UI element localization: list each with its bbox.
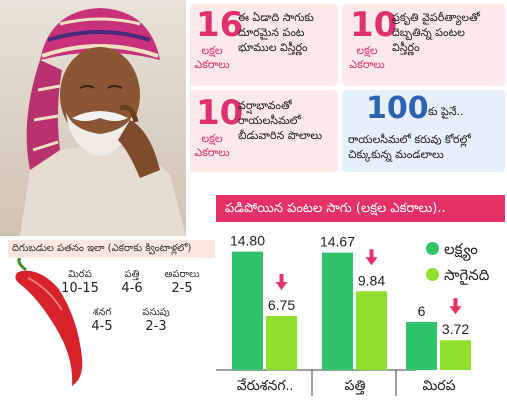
bar	[440, 340, 471, 370]
yield-item: శనగ 4-5	[82, 306, 122, 335]
unit-line: ఎకరాలు	[349, 58, 385, 71]
x-tick-label: వేరుశనగ..	[237, 377, 294, 393]
desc-line: ఈ ఏడాది సాగుకు	[238, 11, 314, 24]
down-arrow-icon	[365, 249, 378, 266]
stat-unit: లక్షల ఎకరాలు	[344, 44, 390, 72]
stat-unit: లక్షల ఎకరాలు	[192, 44, 232, 72]
legend-item-target: లక్ష్యం	[426, 240, 478, 258]
stat-number: 10	[196, 93, 244, 133]
crop-yield: 2-3	[145, 319, 167, 334]
legend-label: లక్ష్యం	[444, 240, 478, 258]
stat-card-damaged-crops: 10 లక్షల ఎకరాలు ప్రకృతి వైపరీత్యాలతో దెబ…	[342, 4, 505, 86]
crop-name: మిరప	[68, 269, 92, 280]
unit-line: లక్షల	[201, 132, 223, 145]
data-label: 6	[418, 303, 426, 319]
data-label: 6.75	[268, 297, 295, 313]
desc-line: వర్షాభావంతో	[238, 99, 292, 112]
crop-name: పత్తి	[124, 269, 140, 280]
desc-line: బీడువారిన పొలాలు	[238, 129, 323, 142]
stat-card-fallow-land: 16 లక్షల ఎకరాలు ఈ ఏడాది సాగుకు దూరమైన పం…	[190, 4, 338, 86]
yield-item: అపరాలు 2-5	[158, 268, 206, 297]
bar	[266, 316, 297, 370]
desc-line: విస్తీర్ణం	[392, 41, 420, 54]
down-arrow-icon	[275, 274, 288, 290]
data-label: 14.80	[230, 233, 265, 249]
stat-description: వర్షాభావంతో రాయలసీమలో బీడువారిన పొలాలు	[238, 98, 336, 143]
farmer-illustration	[20, 8, 186, 236]
crop-name: అపరాలు	[164, 269, 200, 280]
stat-number: 16	[196, 5, 244, 45]
stat-number: 10	[350, 5, 398, 45]
crop-yield: 2-5	[171, 281, 193, 296]
stat-number: 100	[366, 91, 429, 126]
desc-line: దెబ్బతిన్న పంటల	[392, 26, 465, 39]
stat-description: ఈ ఏడాది సాగుకు దూరమైన పంట భూముల విస్తీర్…	[238, 10, 336, 55]
desc-line: రాయలసీమలో కరువు కోరల్లో	[348, 133, 471, 146]
stat-card-drought-mandals: 100 కు పైనే.. రాయలసీమలో కరువు కోరల్లో చి…	[342, 90, 505, 172]
crop-name: పసుపు	[142, 307, 170, 318]
unit-line: లక్షల	[201, 44, 223, 57]
desc-line: భూముల విస్తీర్ణం	[238, 41, 308, 54]
stat-unit: లక్షల ఎకరాలు	[192, 132, 232, 160]
down-arrow-icon	[449, 298, 462, 315]
legend-label: సాగైనది	[444, 266, 490, 284]
stat-suffix: కు పైనే..	[428, 105, 464, 118]
chart-title: పడిపోయిన పంటల సాగు (లక్షల ఎకరాలు)..	[216, 195, 505, 222]
legend-swatch	[426, 268, 439, 281]
data-label: 3.72	[442, 321, 469, 337]
bar	[356, 291, 387, 370]
stat-description: రాయలసీమలో కరువు కోరల్లో చిక్కుకున్న మండల…	[348, 132, 504, 162]
crop-name: శనగ	[92, 307, 112, 318]
desc-line: రాయలసీమలో	[238, 114, 301, 127]
yield-panel-title: దిగుబడుల పతనం ఇలా (ఎకరాకు క్వింటాళ్లలో)	[8, 240, 215, 258]
bar-chart: 14.80 6.75 వేరుశనగ.. 14.67 9.84 పత్తి 6 3.72 మిర…	[216, 233, 471, 396]
crop-yield: 10-15	[61, 281, 99, 296]
x-tick-label: మిరప	[422, 377, 455, 393]
unit-line: లక్షల	[356, 44, 378, 57]
yield-item: మిరప 10-15	[56, 268, 104, 297]
bar	[406, 322, 437, 370]
stat-card-drought-fields: 10 లక్షల ఎకరాలు వర్షాభావంతో రాయలసీమలో బీ…	[190, 90, 338, 172]
desc-line: దూరమైన పంట	[238, 26, 305, 39]
yield-item: పసుపు 2-3	[132, 306, 180, 335]
bar	[232, 251, 263, 370]
crop-yield: 4-5	[91, 319, 113, 334]
farmer-photo	[0, 0, 186, 236]
desc-line: ప్రకృతి వైపరీత్యాలతో	[392, 11, 480, 24]
bar	[322, 252, 353, 370]
crop-yield: 4-6	[121, 281, 143, 296]
stat-description: ప్రకృతి వైపరీత్యాలతో దెబ్బతిన్న పంటల విస…	[392, 10, 504, 55]
legend-item-actual: సాగైనది	[426, 266, 489, 284]
data-label: 9.84	[358, 272, 385, 288]
desc-line: చిక్కుకున్న మండలాలు	[348, 148, 444, 161]
yield-decline-panel: దిగుబడుల పతనం ఇలా (ఎకరాకు క్వింటాళ్లలో) …	[8, 240, 215, 388]
yield-item: పత్తి 4-6	[112, 268, 152, 297]
unit-line: ఎకరాలు	[194, 58, 230, 71]
chili-pepper-icon	[15, 258, 83, 386]
data-label: 14.67	[320, 234, 355, 250]
unit-line: ఎకరాలు	[194, 146, 230, 159]
x-tick-label: పత్తి	[345, 377, 366, 395]
legend-swatch	[426, 242, 439, 255]
